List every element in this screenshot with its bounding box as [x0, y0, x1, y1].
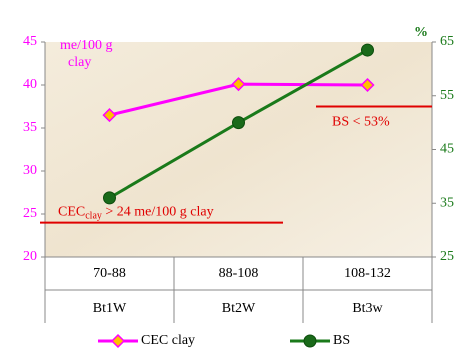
y2-tick-label: 25 — [440, 249, 454, 264]
legend-label: BS — [333, 333, 350, 348]
x-tick-label: 108-132 — [344, 266, 391, 281]
x-tick-label: 70-88 — [93, 266, 126, 281]
annotation-part: clay — [85, 211, 102, 222]
annotation: CECclay > 24 me/100 g clay — [58, 205, 214, 222]
marker — [362, 44, 374, 56]
y2-tick-label: 55 — [440, 88, 454, 103]
x-tick-label: 88-108 — [219, 266, 259, 281]
x-group-label: Bt3w — [352, 301, 383, 316]
x-group-label: Bt2W — [222, 301, 256, 316]
y-tick-label: 40 — [23, 77, 37, 92]
y2-tick-label: 65 — [440, 34, 454, 49]
y-tick-label: 35 — [23, 120, 37, 135]
marker — [233, 117, 245, 129]
plot-background — [45, 42, 432, 257]
y2-tick-label: 45 — [440, 142, 454, 157]
chart: me/100 g clay % 20 25 30 35 40 45 25 35 45 55 65 70… — [0, 0, 469, 351]
y-tick-label: 25 — [23, 206, 37, 221]
marker — [112, 335, 124, 347]
y-tick-label: 30 — [23, 163, 37, 178]
y2-tick-label: 35 — [440, 195, 454, 210]
y2-axis-label: % — [414, 25, 428, 40]
annotation: BS < 53% — [332, 115, 390, 130]
y-tick-label: 20 — [23, 249, 37, 264]
y-tick-label: 45 — [23, 34, 37, 49]
marker — [104, 192, 116, 204]
legend-label: CEC clay — [141, 333, 195, 348]
annotation-part: > 24 me/100 g clay — [102, 205, 214, 220]
y-axis-label: clay — [68, 55, 91, 70]
annotation-part: CEC — [58, 205, 85, 220]
marker — [304, 335, 316, 347]
x-group-label: Bt1W — [93, 301, 127, 316]
y-axis-label: me/100 g — [60, 38, 113, 53]
